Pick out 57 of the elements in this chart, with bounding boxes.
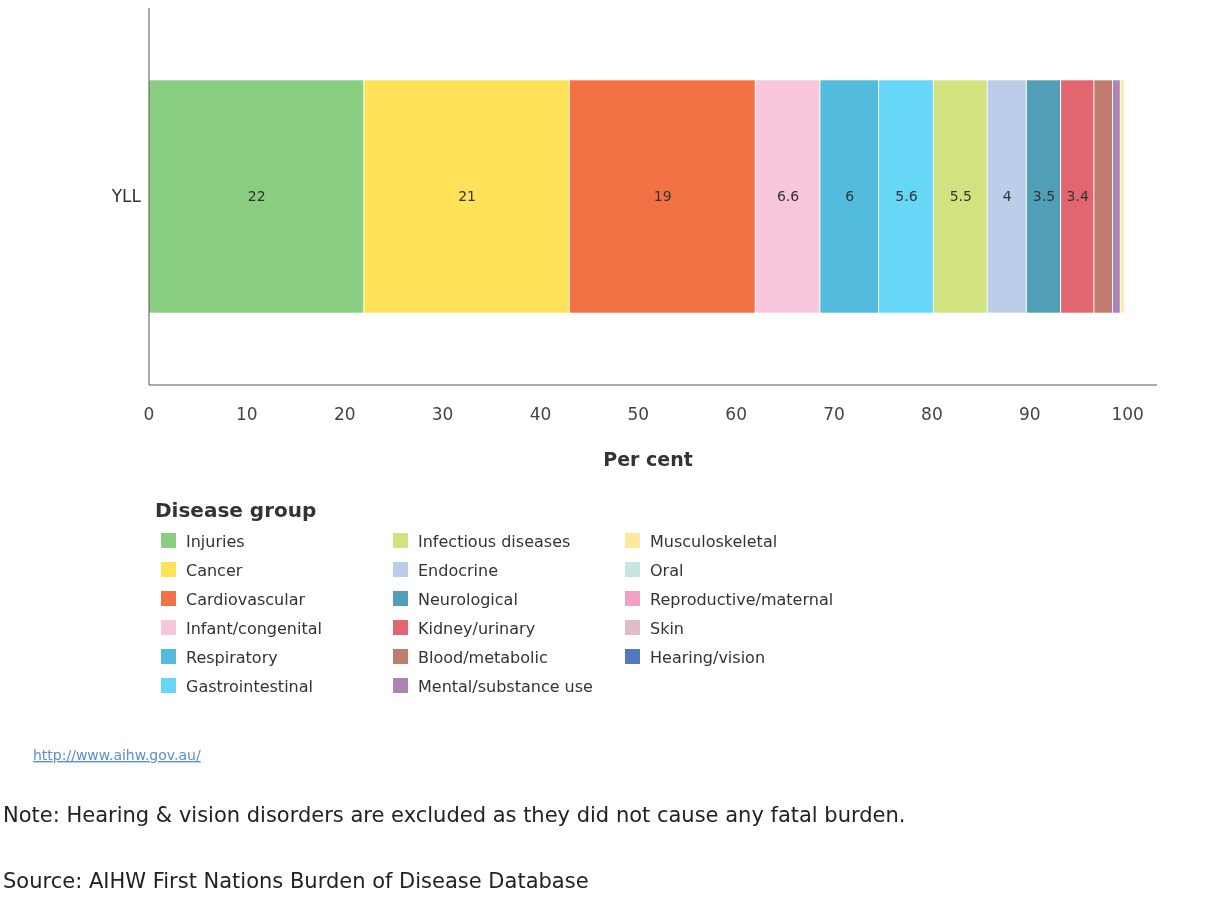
legend-label: Infectious diseases: [418, 531, 571, 551]
bar: [879, 80, 933, 313]
legend-label: Hearing/vision: [650, 647, 766, 667]
data-label: 6.6: [776, 188, 800, 205]
bar: [987, 80, 1026, 313]
legend-label: Cardiovascular: [186, 589, 306, 609]
text: Note: Hearing & vision disorders are excluded as they did not cause any fatal burden.: [3, 803, 906, 827]
legend-label: Musculoskeletal: [650, 531, 778, 551]
x-tick-label: 90: [1018, 404, 1041, 424]
bar: [1094, 80, 1112, 313]
legend-label: Kidney/urinary: [418, 618, 536, 638]
data-label: 3.5: [1032, 188, 1056, 205]
legend-label: Endocrine: [418, 560, 498, 580]
legend-label: Oral: [650, 560, 684, 580]
bar: [1061, 80, 1094, 313]
bar: [1026, 80, 1061, 313]
x-tick-label: 60: [725, 404, 747, 424]
x-tick-label: 100: [1111, 404, 1144, 424]
legend-label: Skin: [650, 618, 685, 638]
source-note: Source: AIHW First Nations Burden of Disease Database: [3, 869, 589, 893]
data-label: 3.4: [1066, 188, 1089, 205]
bar: [1120, 80, 1124, 313]
data-label: 6: [845, 188, 855, 205]
x-tick-label: 30: [431, 404, 454, 424]
bar: [149, 80, 364, 313]
y-tick-label: YLL: [110, 186, 142, 207]
x-tick-label: 80: [921, 404, 943, 424]
data-label: 22: [247, 188, 266, 205]
legend-label: Reproductive/maternal: [650, 589, 834, 609]
x-tick-label: 70: [823, 404, 845, 424]
legend-label: Mental/substance use: [418, 676, 593, 696]
legend-label: Neurological: [418, 589, 518, 609]
x-tick-label: 50: [627, 404, 650, 424]
data-label: 5.5: [949, 188, 972, 205]
legend-label: Cancer: [186, 560, 243, 580]
legend-label: Injuries: [186, 531, 245, 551]
legend-label: Respiratory: [186, 647, 278, 667]
legend-title: Disease group: [155, 498, 317, 522]
data-label: 21: [458, 188, 476, 205]
x-tick-label: 40: [529, 404, 552, 424]
legend-label: Gastrointestinal: [186, 676, 313, 696]
text: http://www.aihw.gov.au/: [33, 747, 201, 763]
bar: [755, 80, 820, 313]
bar: [1112, 80, 1120, 313]
bar: [933, 80, 987, 313]
x-tick-label: 0: [143, 404, 155, 424]
data-label: 4: [1002, 188, 1012, 205]
legend-label: Infant/congenital: [186, 618, 322, 638]
bar: [820, 80, 879, 313]
data-label: 5.6: [895, 188, 918, 205]
bar: [569, 80, 755, 313]
x-axis-title: Per cent: [603, 448, 693, 470]
x-tick-label: 20: [333, 404, 356, 424]
legend-label: Blood/metabolic: [418, 647, 548, 667]
x-tick-label: 10: [236, 404, 258, 424]
bar: [364, 80, 569, 313]
data-label: 19: [653, 188, 672, 205]
